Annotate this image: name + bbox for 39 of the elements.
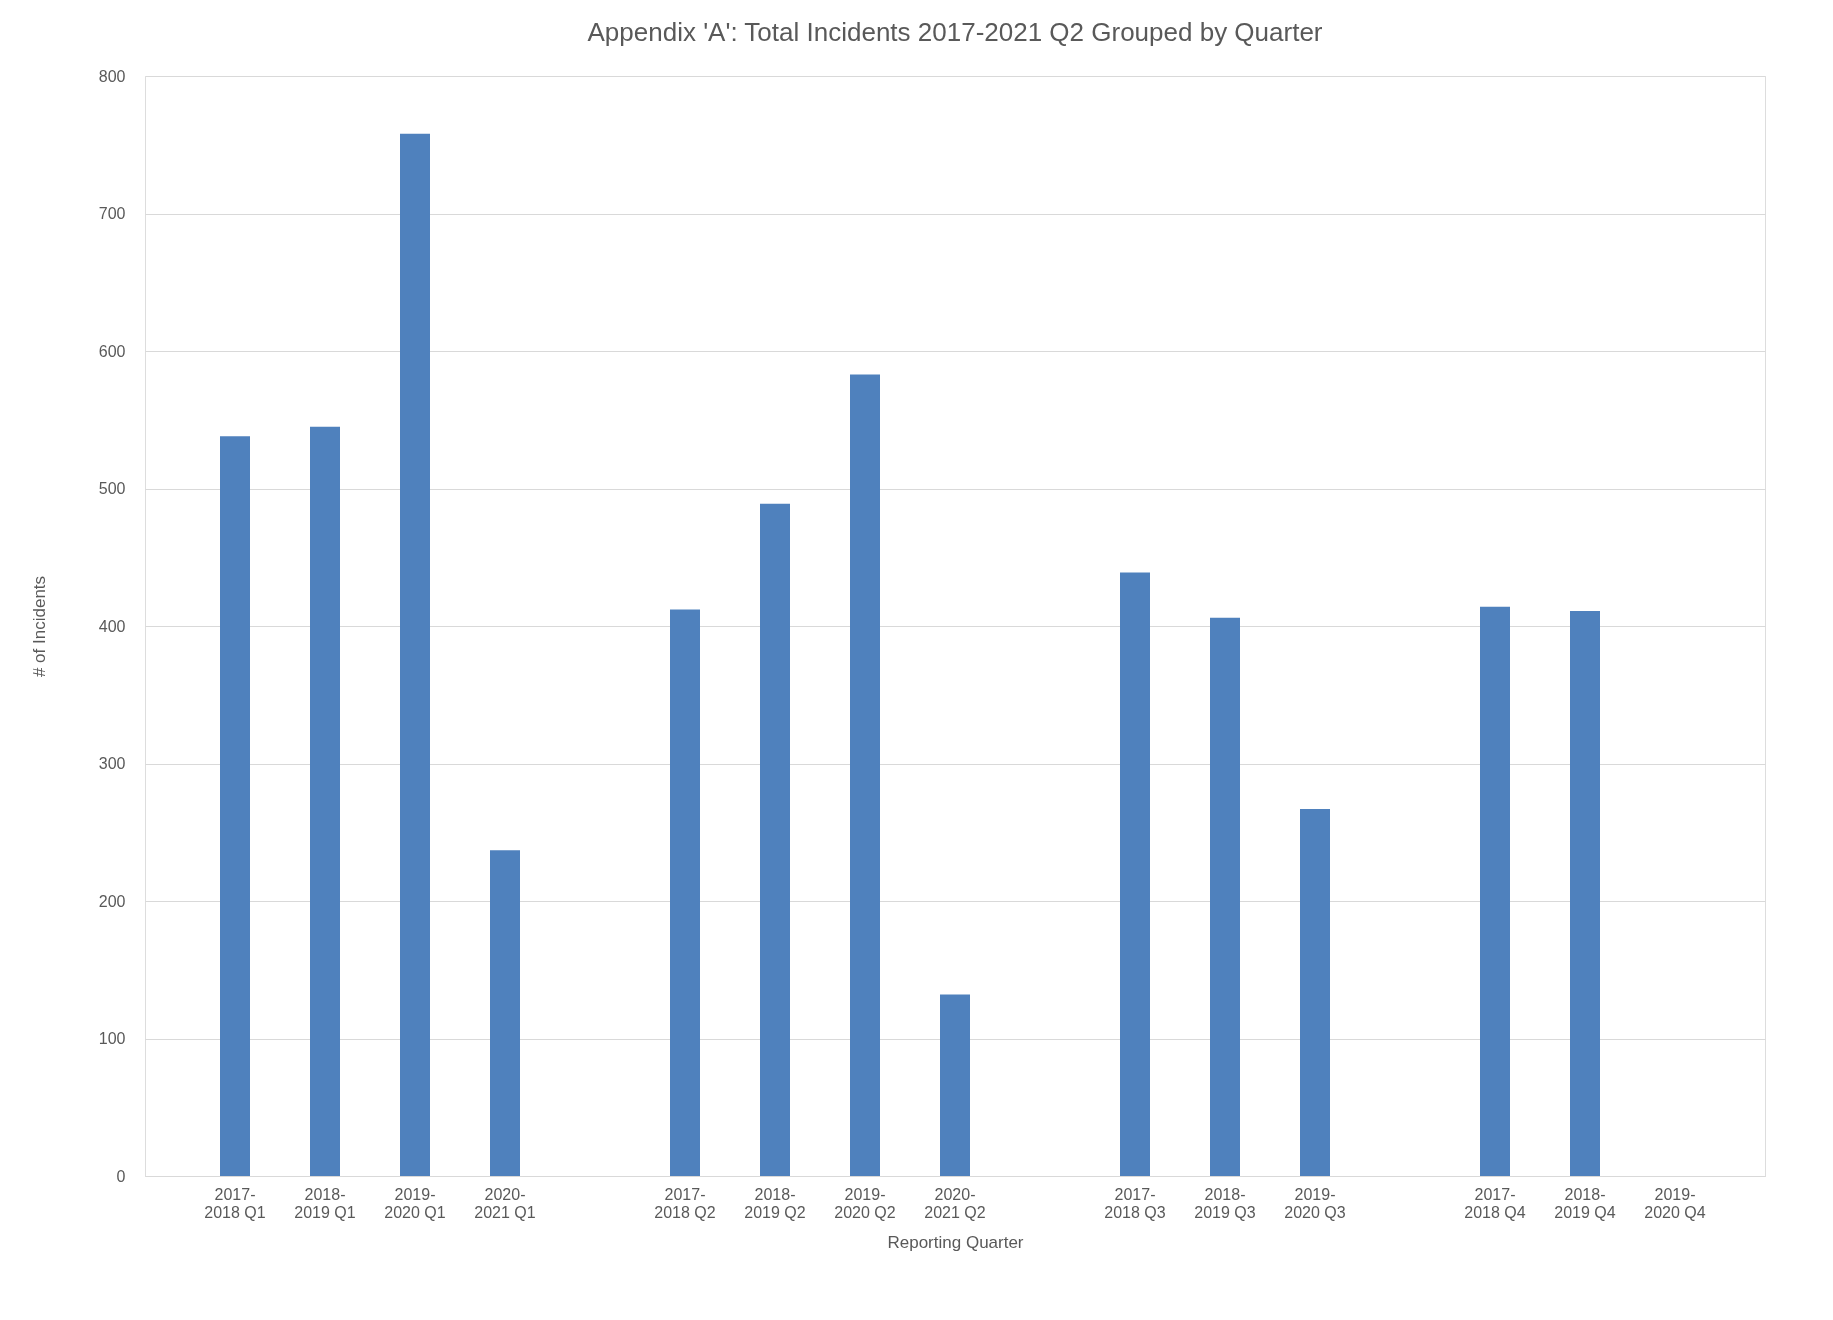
bar [1480,606,1510,1176]
x-tick-label: 2019-2020 Q3 [1284,1185,1346,1221]
y-tick-label: 200 [98,892,126,910]
bar [850,374,880,1176]
y-tick-label: 100 [98,1030,126,1047]
bar [1120,572,1150,1176]
y-tick-label: 400 [98,617,126,635]
bar [670,609,700,1176]
x-tick-label: 2020-2021 Q1 [474,1185,536,1221]
bar [220,436,250,1176]
y-tick-label: 500 [98,480,126,497]
bar [490,850,520,1176]
y-tick-label: 300 [98,755,126,772]
chart-title: Appendix 'A': Total Incidents 2017-2021 Q2 Grouped by Quarter [587,17,1323,47]
x-tick-label: 2017-2018 Q1 [204,1185,266,1221]
y-tick-label: 0 [116,1167,126,1185]
y-tick-label: 700 [98,205,126,222]
bar [940,994,970,1176]
bar [1300,808,1330,1176]
x-tick-label: 2019-2020 Q4 [1644,1185,1706,1221]
y-tick-label: 600 [98,342,126,360]
x-tick-label: 2019-2020 Q2 [834,1185,896,1221]
y-tick-label: 800 [98,67,126,85]
x-tick-label: 2018-2019 Q1 [294,1185,356,1221]
x-tick-label: 2017-2018 Q4 [1464,1185,1526,1221]
bar [400,133,430,1176]
x-tick-label: 2018-2019 Q4 [1554,1185,1616,1221]
x-tick-label: 2020-2021 Q2 [924,1185,986,1221]
bar [1570,610,1600,1176]
bar [1210,617,1240,1176]
x-tick-label: 2019-2020 Q1 [384,1185,446,1221]
y-axis-title: # of Incidents [29,575,49,678]
x-axis-title: Reporting Quarter [887,1232,1024,1252]
x-tick-label: 2017-2018 Q2 [654,1185,716,1221]
bar [310,426,340,1176]
x-tick-label: 2018-2019 Q2 [744,1185,806,1221]
x-tick-label: 2018-2019 Q3 [1194,1185,1256,1221]
x-tick-label: 2017-2018 Q3 [1104,1185,1166,1221]
bar [760,503,790,1176]
